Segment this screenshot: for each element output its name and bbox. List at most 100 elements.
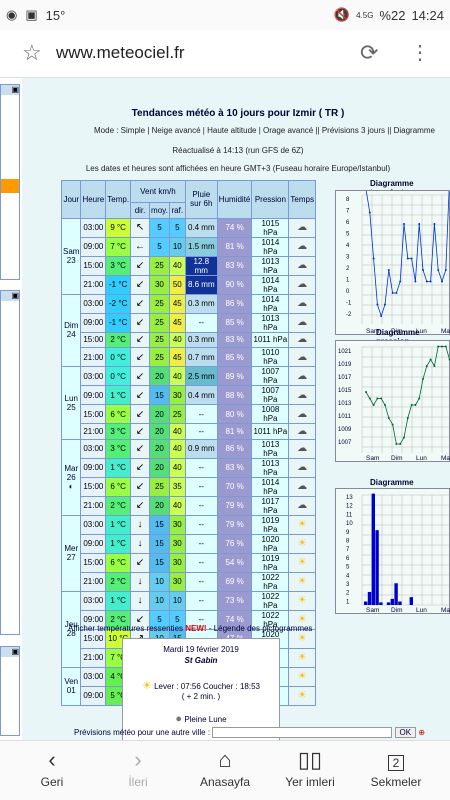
humidity-cell: 54 % [216,552,253,573]
locate-icon[interactable]: ⊕ [418,728,426,737]
wind-gust-cell: 45 [168,293,186,314]
new-badge: NEW! [185,624,207,633]
wind-dir-cell: ↓ [130,571,151,592]
legende-link[interactable]: - Légende des pictogrammes [208,624,313,633]
wind-dir-cell: ↓ [130,514,151,535]
status-bar: ◉ ▣ 15° 🔇 4.5G %22 14:24 [0,0,450,30]
tick-label: 10 [346,521,353,527]
bookmarks-label: Yer imleri [285,775,335,789]
tick-label: 12 [346,504,353,510]
hour-cell: 21:00 [80,347,107,368]
pressure-cell: 1011 hPa [251,423,290,440]
moon-icon: ● [175,713,183,725]
temp-point [384,303,386,306]
star-icon[interactable]: ☆ [22,40,42,65]
weather-icon: ☁ [288,274,316,295]
weather-icon: ☁ [288,495,316,516]
temp-point [406,257,409,260]
weather-icon: ☁ [288,236,316,257]
wind-avg-cell: 5 [149,236,170,257]
table-row: 09:00 -1 °C ↙ 25 45 -- 85 % 1013 hPa ☁ [62,312,316,333]
temp-point [414,280,417,283]
forward-button[interactable]: › İleri [98,747,178,789]
tick-label: 7 [346,547,350,553]
humidity-cell: 83 % [216,331,253,349]
temp-cell: 2 °C [105,609,132,630]
rain-cell: -- [184,590,218,611]
moon-phase-icon: ◐ [68,481,74,491]
back-button[interactable]: ‹ Geri [12,747,92,789]
menu-icon[interactable]: ⋮ [410,42,430,64]
tick-label: 4 [346,243,350,249]
table-row: 15:00 6 °C ↙ 20 25 -- 80 % 1008 hPa ☁ [62,404,316,425]
tick-label: 1011 [338,414,352,420]
hour-cell: 09:00 [80,457,107,478]
precip-bar [371,493,375,605]
col-heure: Heure [80,180,107,219]
temp-point [395,292,398,294]
pressure-point [414,404,417,406]
rain-cell: 0.4 mm [184,385,218,406]
sun-times: ☀ Lever : 07:56 Coucher : 18:53 [123,679,279,692]
wind-gust-cell: 45 [168,347,186,368]
chart-day-label: Sam [366,607,379,614]
wind-gust-cell: 40 [168,457,186,478]
collapse-icon[interactable]: ▣ [1,647,19,657]
bookmarks-button[interactable]: ▯▯ Yer imleri [270,747,350,789]
col-dir: dir. [130,202,151,219]
wind-gust-cell: 10 [168,590,186,611]
tabs-button[interactable]: 2 Sekmeler [356,747,436,789]
home-button[interactable]: ⌂ Anasayfa [185,747,265,789]
precip-bar [375,530,379,605]
table-row: 15:00 6 °C ↙ 25 35 -- 70 % 1014 hPa ☁ [62,476,316,497]
wind-avg-cell: 25 [149,476,170,497]
pressure-point [418,397,421,400]
day-cell: Dim 24 [60,293,82,368]
url-field[interactable]: www.meteociel.fr [56,43,185,62]
moon-info: ● Pleine Lune [123,713,279,725]
reload-icon[interactable]: ⟳ [360,40,379,65]
hour-cell: 03:00 [80,666,107,687]
rain-cell: -- [184,571,218,592]
rain-cell: -- [184,609,218,630]
ressenties-link[interactable]: Afficher températures ressenties [68,624,184,633]
pressure-cell: 1017 hPa [251,495,290,516]
tick-label: 2 [346,266,350,272]
tick-label: 1019 [338,362,352,368]
rain-cell: 0.3 mm [184,293,218,314]
web-page: ▣ ▣ ▣ Tendances météo à 10 jours pour Iz… [0,78,450,740]
humidity-cell: 88 % [216,385,253,406]
sidebar-highlight[interactable] [1,179,19,193]
city-input[interactable] [212,727,393,739]
wind-gust-cell: 10 [168,236,186,257]
day-label: 25 [66,402,76,412]
pressure-point [422,378,424,380]
precip-bar [409,597,413,605]
pressure-cell: 1013 hPa [251,438,290,459]
pressure-point [403,436,405,439]
weather-icon: ☀ [288,666,316,687]
wind-avg-cell: 25 [149,347,170,368]
ok-button[interactable]: OK [394,727,417,738]
day-label: 24 [66,330,76,340]
wind-avg-cell: 20 [149,457,170,478]
weather-icon: ☁ [288,255,316,276]
wind-dir-cell: ↙ [130,404,151,425]
pressure-cell: 1014 hPa [251,236,290,257]
tick-label: 3 [346,255,350,261]
mode-links[interactable]: Mode : Simple | Neige avancé | Haute alt… [94,126,435,135]
day-cell: Sam 23 [60,217,82,295]
pressure-series-line [365,346,450,445]
collapse-icon[interactable]: ▣ [1,85,19,95]
other-city: Prévisions météo pour une autre ville : … [74,727,426,739]
wind-dir-cell: ↙ [130,495,151,516]
pres-chart-svg: 1021 1019 1017 1015 1013 1011 1009 1007 Sam Dim Lu… [338,345,450,462]
temp-point [403,223,405,225]
table-row: Jeu 28 03:00 1 °C ↓ 10 10 -- 73 % 1022 hPa ☀ [60,590,316,668]
pressure-point [410,404,413,406]
col-temps: Temps [288,180,316,219]
wind-dir-cell: ↙ [130,274,151,295]
wind-gust-cell: 30 [168,533,186,554]
collapse-icon[interactable]: ▣ [1,291,19,301]
pressure-cell: 1014 hPa [251,274,290,295]
